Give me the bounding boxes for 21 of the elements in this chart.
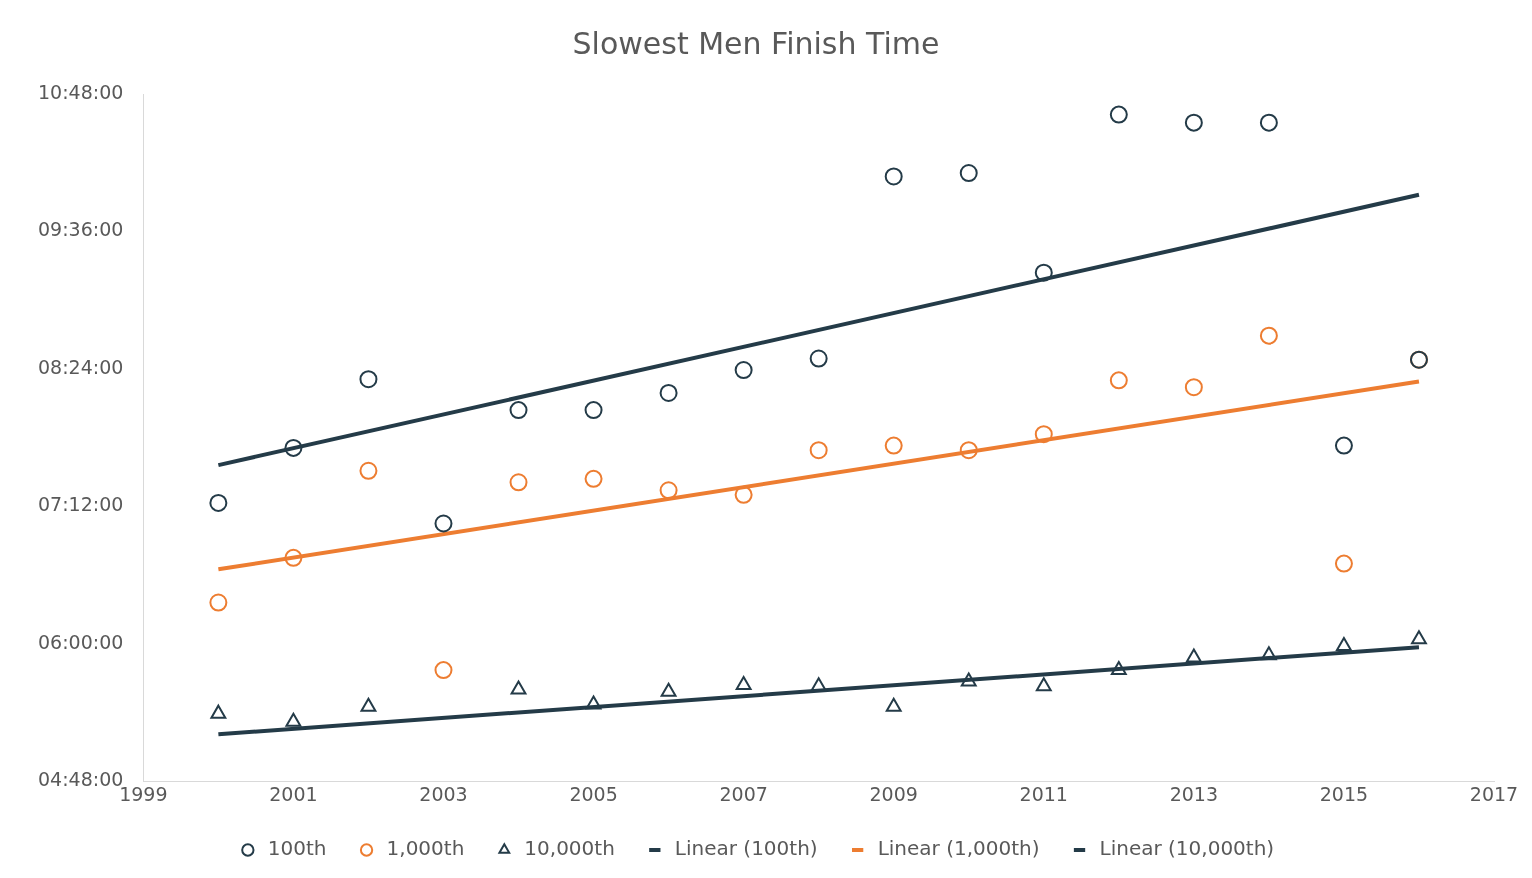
- legend-label: Linear (100th): [674, 836, 818, 861]
- x-tick-label: 2015: [1319, 782, 1369, 805]
- x-tick-label: 2003: [419, 782, 468, 805]
- y-tick-label: 07:12:00: [37, 493, 124, 516]
- legend-label: 10,000th: [524, 836, 615, 861]
- legend-label: Linear (10,000th): [1099, 836, 1275, 861]
- legend-label: 1,000th: [386, 836, 465, 861]
- legend-label: Linear (1,000th): [877, 836, 1040, 861]
- y-tick-label: 10:48:00: [37, 80, 124, 103]
- y-tick-label: 06:00:00: [37, 630, 124, 653]
- y-tick-label: 09:36:00: [37, 218, 124, 241]
- x-tick-label: 2009: [869, 782, 918, 805]
- x-tick-label: 2011: [1019, 782, 1068, 805]
- x-tick-label: 2001: [269, 782, 318, 805]
- x-tick-label: 2005: [569, 782, 618, 805]
- x-tick-label: 2013: [1169, 782, 1219, 805]
- chart-title: Slowest Men Finish Time: [572, 25, 940, 61]
- x-tick-label: 2007: [719, 782, 768, 805]
- legend-label: 100th: [267, 836, 327, 861]
- y-tick-label: 08:24:00: [37, 355, 124, 378]
- x-tick-label: 2017: [1469, 782, 1519, 805]
